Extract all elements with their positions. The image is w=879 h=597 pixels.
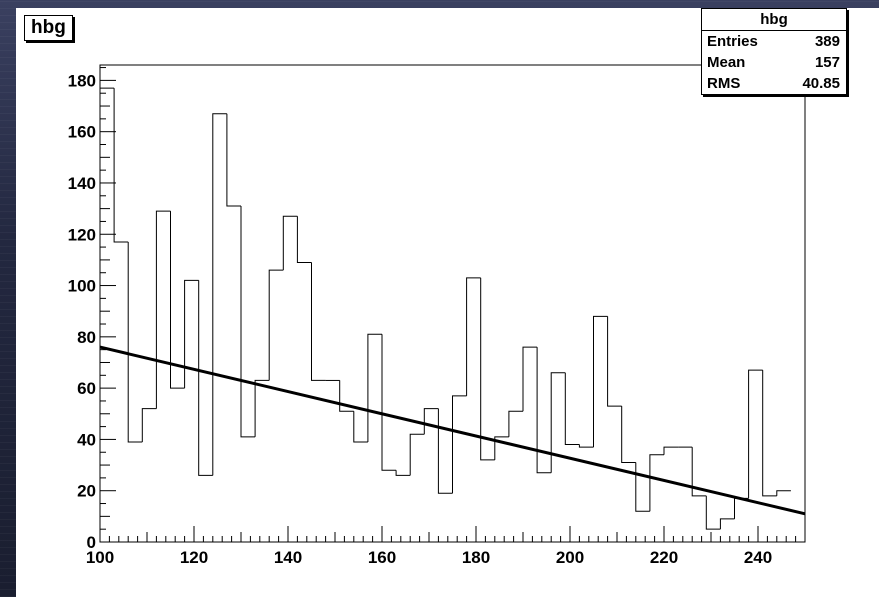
histogram-bin <box>268 269 284 381</box>
x-tick-label: 140 <box>274 548 302 567</box>
histogram-bin <box>522 346 538 412</box>
histogram-bin <box>466 277 481 396</box>
x-tick-label: 100 <box>86 548 114 567</box>
histogram-bin <box>99 87 115 542</box>
y-tick-label: 80 <box>77 328 96 347</box>
y-tick-label: 180 <box>68 71 96 90</box>
histogram-bin <box>184 279 199 389</box>
histogram-bin <box>353 411 368 443</box>
y-tick-label: 140 <box>68 174 96 193</box>
x-tick-label: 240 <box>744 548 772 567</box>
stats-row-rms: RMS 40.85 <box>702 73 846 94</box>
y-tick-label: 0 <box>87 533 96 552</box>
x-tick-label: 200 <box>556 548 584 567</box>
histogram-bin <box>452 395 467 494</box>
histogram-bin <box>155 210 171 409</box>
histogram-bin <box>113 88 129 243</box>
stats-box: hbg Entries 389 Mean 157 RMS 40.85 <box>701 8 847 95</box>
histogram-bin <box>621 406 636 463</box>
histogram-bin <box>311 262 326 381</box>
histogram-bin <box>607 316 622 407</box>
histogram-bin <box>480 277 495 461</box>
y-tick-label: 100 <box>68 277 96 296</box>
y-tick-label: 120 <box>68 225 96 244</box>
histogram-bin <box>663 446 679 455</box>
y-tick-label: 60 <box>77 379 96 398</box>
histogram-bin <box>423 408 439 435</box>
stats-row-entries: Entries 389 <box>702 31 846 52</box>
stats-title: hbg <box>702 9 846 31</box>
histogram-bin <box>494 436 509 460</box>
histogram-bin <box>339 380 354 412</box>
histogram-bin <box>635 462 650 512</box>
y-tick-label: 160 <box>68 123 96 142</box>
histogram-bin <box>593 315 608 448</box>
stats-label: RMS <box>707 75 741 92</box>
stats-label: Entries <box>707 33 758 50</box>
histogram-bin <box>226 113 241 207</box>
histogram-bin <box>409 433 425 476</box>
plot-canvas: 0 20 40 60 80 100 120 140 160 180 100 120 140 160 180 2… <box>16 8 879 597</box>
histogram-bin <box>296 216 312 263</box>
histogram-bin <box>212 113 227 476</box>
histogram-bin <box>564 372 580 446</box>
x-tick-label: 120 <box>180 548 208 567</box>
histogram-bin <box>776 490 791 496</box>
histogram-bin <box>170 211 185 389</box>
histogram-bin <box>508 410 523 437</box>
x-tick-label: 220 <box>650 548 678 567</box>
histogram-title: hbg <box>24 15 73 41</box>
x-tick-label: 160 <box>368 548 396 567</box>
histogram-bin <box>691 447 707 497</box>
histogram-bin <box>367 333 382 442</box>
histogram-bin <box>705 495 721 530</box>
x-tick-label: 180 <box>462 548 490 567</box>
histogram-bin <box>254 379 270 437</box>
fit-line <box>99 345 806 516</box>
histogram-bin <box>437 408 453 494</box>
y-tick-label: 20 <box>77 482 96 501</box>
stats-value: 157 <box>814 54 840 71</box>
histogram-bin <box>240 206 256 438</box>
histogram-bin <box>536 347 552 474</box>
histogram-bin <box>282 215 298 271</box>
histogram-bin <box>719 518 735 530</box>
histogram-bin <box>649 454 664 512</box>
histogram-bin <box>198 280 213 476</box>
histogram-bin <box>127 241 143 443</box>
histogram-bin <box>748 369 763 499</box>
stats-value: 40.85 <box>802 75 840 92</box>
histogram-bin <box>395 470 411 476</box>
histogram-bin <box>578 444 594 448</box>
stats-value: 389 <box>814 33 840 50</box>
histogram-bin <box>550 372 566 473</box>
histogram-bin <box>762 370 777 497</box>
histogram-bin <box>141 408 157 442</box>
histogram-chart: 0 20 40 60 80 100 120 140 160 180 100 120 140 160 180 2… <box>68 64 806 567</box>
histogram-bin <box>381 334 397 471</box>
y-tick-label: 40 <box>77 430 96 449</box>
stats-label: Mean <box>707 54 746 71</box>
stats-row-mean: Mean 157 <box>702 52 846 73</box>
